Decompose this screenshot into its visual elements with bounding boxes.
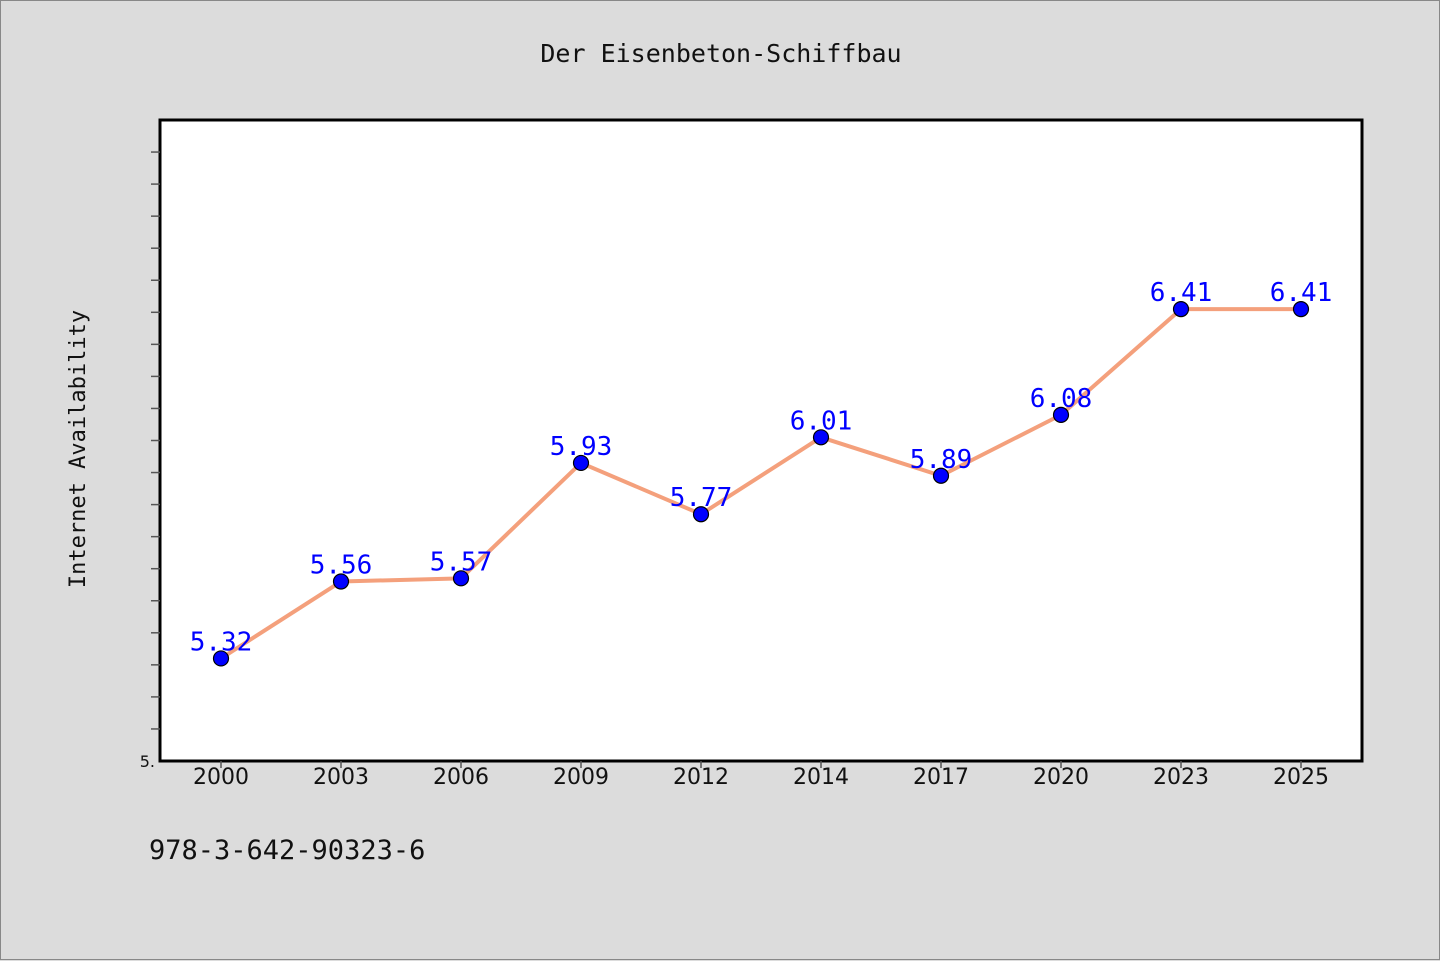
x-tick-label: 2023	[1153, 765, 1209, 790]
data-point-marker	[1292, 300, 1310, 318]
series-line	[219, 307, 1303, 661]
data-point-marker	[452, 570, 470, 587]
x-tick-label: 2000	[193, 765, 249, 790]
x-tick-label: 2009	[553, 765, 609, 790]
data-point-marker	[332, 573, 350, 590]
x-tick-label: 2025	[1273, 765, 1329, 790]
markers	[212, 300, 1310, 667]
x-tick-label: 2003	[313, 765, 369, 790]
x-tick-label: 2006	[433, 765, 489, 790]
x-tick-label: 2014	[793, 765, 849, 790]
x-tick-label: 2017	[913, 765, 969, 790]
data-point-marker	[812, 429, 830, 446]
chart-title: Der Eisenbeton-Schiffbau	[540, 39, 901, 68]
y-tick-label: 5.	[140, 752, 155, 771]
x-tick-labels: 2000 2003 2006 2009 2012 2014 2017 2020 2023 2025	[193, 765, 1329, 790]
data-point-marker	[1052, 406, 1070, 423]
plot-area	[158, 118, 1364, 763]
y-axis-ticks	[151, 151, 160, 730]
y-axis-label: Internet Availability	[66, 310, 91, 588]
data-point-marker	[1172, 300, 1190, 318]
footnote-isbn: 978-3-642-90323-6	[149, 835, 426, 866]
x-axis-ticks	[220, 761, 1302, 768]
series-line-group	[219, 307, 1303, 661]
data-point-marker	[932, 467, 950, 484]
x-tick-label: 2012	[673, 765, 729, 790]
data-point-marker	[572, 454, 590, 472]
data-point-marker	[692, 506, 710, 523]
x-tick-label: 2020	[1033, 765, 1089, 790]
data-point-marker	[212, 650, 230, 667]
